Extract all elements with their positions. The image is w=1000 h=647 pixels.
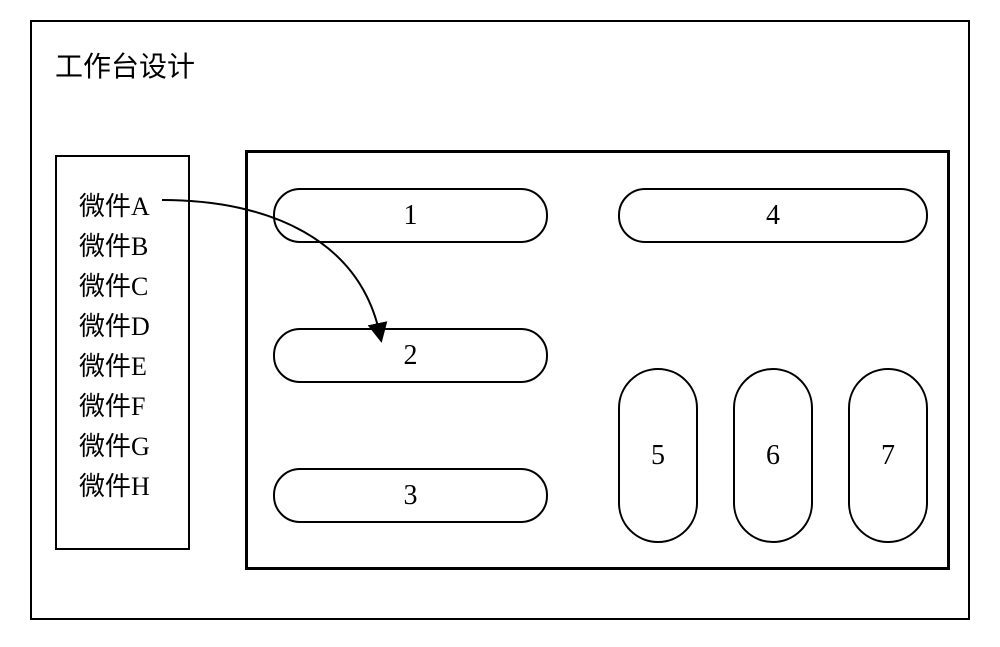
slot-2[interactable]: 2: [273, 328, 548, 383]
slot-4[interactable]: 4: [618, 188, 928, 243]
workspace-panel: 1 2 3 4 567: [245, 150, 950, 570]
page-title: 工作台设计: [55, 45, 195, 85]
palette-item[interactable]: 微件C: [57, 267, 188, 307]
slot-1[interactable]: 1: [273, 188, 548, 243]
palette-item[interactable]: 微件D: [57, 307, 188, 347]
slot-3[interactable]: 3: [273, 468, 548, 523]
widget-palette: 微件A微件B微件C微件D微件E微件F微件G微件H: [55, 155, 190, 550]
palette-item[interactable]: 微件F: [57, 387, 188, 427]
palette-item[interactable]: 微件H: [57, 467, 188, 507]
slot-5[interactable]: 5: [618, 368, 698, 543]
palette-item[interactable]: 微件A: [57, 187, 188, 227]
palette-item[interactable]: 微件E: [57, 347, 188, 387]
slot-6[interactable]: 6: [733, 368, 813, 543]
palette-item[interactable]: 微件B: [57, 227, 188, 267]
diagram-canvas: 工作台设计 微件A微件B微件C微件D微件E微件F微件G微件H 1 2 3 4 567: [0, 0, 1000, 647]
palette-item[interactable]: 微件G: [57, 427, 188, 467]
slot-7[interactable]: 7: [848, 368, 928, 543]
